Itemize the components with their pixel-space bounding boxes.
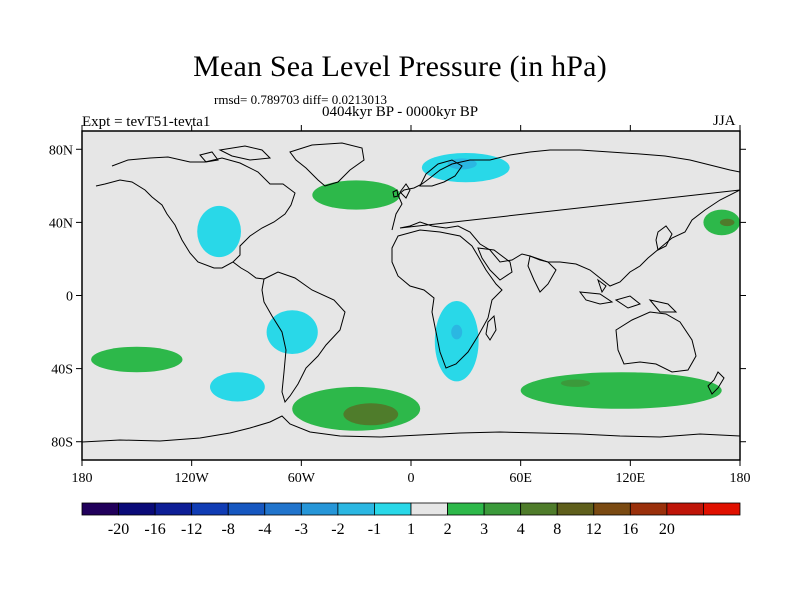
colorbar-swatch (447, 502, 485, 516)
coastline-indonesia (578, 278, 678, 313)
region-south-pacific-positive (91, 346, 183, 373)
colorbar-label: -4 (258, 521, 271, 538)
coastline-scandinavia (419, 159, 463, 187)
x-tick-label: 60W (288, 471, 316, 486)
colorbar-swatch (374, 502, 412, 516)
region-southeast-pacific-negative (210, 372, 265, 402)
colorbar-label: 2 (444, 521, 452, 538)
coastline-japan (655, 225, 673, 251)
colorbar-label: 8 (553, 521, 561, 538)
region-north-atlantic-positive (312, 180, 401, 210)
region-southern-africa-core (451, 324, 463, 340)
region-south-atlantic-core (343, 403, 399, 426)
x-tick-label: 0 (408, 471, 415, 486)
colorbar-swatch (191, 502, 229, 516)
colorbar-label: -16 (144, 521, 165, 538)
coastline-eurasia (391, 149, 740, 287)
colorbar-swatch (337, 502, 375, 516)
region-north-pacific-east-core (719, 218, 735, 227)
colorbar-swatch (520, 502, 558, 516)
colorbar-label: -12 (181, 521, 202, 538)
colorbar-swatch (154, 502, 193, 516)
colorbar-swatch (264, 502, 302, 516)
region-scandinavia-negative-core (447, 158, 477, 170)
x-tick-label: 60E (509, 471, 532, 486)
colorbar-swatch (300, 502, 339, 516)
colorbar-swatch (227, 502, 266, 516)
coastline-south-america (261, 271, 346, 404)
coastline-india (527, 255, 557, 293)
chart-title: Mean Sea Level Pressure (in hPa) (193, 50, 607, 83)
colorbar-label: 4 (517, 521, 525, 538)
season-label: JJA (713, 113, 736, 129)
y-tick-label: 0 (66, 290, 73, 305)
colorbar-swatch (703, 502, 741, 516)
colorbar-label: 3 (480, 521, 488, 538)
coastline-new-zealand (707, 371, 725, 395)
colorbar-swatch (556, 502, 595, 516)
y-tick-label: 80S (51, 436, 73, 451)
period-label: 0404kyr BP - 0000kyr BP (322, 104, 479, 120)
colorbar-label: -20 (108, 521, 129, 538)
colorbar-swatch (81, 502, 119, 516)
colorbar-swatch (593, 502, 631, 516)
x-tick-label: 180 (730, 471, 751, 486)
coastlines (82, 142, 740, 443)
colorbar-label: 1 (407, 521, 415, 538)
coastline-antarctica (82, 415, 740, 443)
coastline-central-america (232, 261, 265, 280)
coastline-africa (391, 229, 503, 369)
colorbar-swatch (118, 502, 156, 516)
experiment-label: Expt = tevT51-tevta1 (82, 114, 211, 130)
rmsd-label: rmsd= 0.789703 diff= 0.0213013 (214, 92, 387, 107)
coastline-british-isles (392, 183, 411, 199)
colorbar-swatch (629, 502, 668, 516)
region-north-america-negative (197, 205, 242, 258)
map-axes: 180 120W 60W 0 60E 120E 180 80N 40N 0 40S 80S (49, 125, 751, 486)
x-tick-label: 120W (175, 471, 210, 486)
anomaly-regions (91, 153, 740, 431)
region-indian-ocean-positive (520, 372, 722, 409)
coastline-arctic-islands (199, 145, 272, 163)
coastline-madagascar (485, 314, 497, 341)
colorbar-swatch (483, 502, 522, 516)
colorbar-label: -8 (222, 521, 235, 538)
x-tick-label: 120E (616, 471, 646, 486)
region-south-america-negative (266, 310, 318, 354)
colorbar-label: 20 (659, 521, 675, 538)
colorbar-label: 16 (622, 521, 638, 538)
coastline-north-america (95, 156, 296, 269)
colorbar-label: -2 (331, 521, 344, 538)
colorbar-swatch (666, 502, 704, 516)
y-tick-label: 40N (49, 216, 73, 231)
coastline-arabia (477, 247, 513, 281)
y-tick-label: 80N (49, 143, 73, 158)
region-southern-africa-negative (434, 301, 479, 382)
colorbar-label: -1 (368, 521, 381, 538)
colorbar-label: -3 (295, 521, 308, 538)
x-tick-label: 180 (72, 471, 93, 486)
colorbar-label: 12 (586, 521, 602, 538)
colorbar: -20 -16 -12 -8 -4 -3 -2 -1 1 2 3 4 8 12 16 20 (81, 502, 741, 538)
coastline-greenland (289, 142, 365, 187)
region-indian-ocean-core (560, 379, 591, 387)
colorbar-swatch (410, 502, 448, 516)
coastline-australia (615, 311, 697, 373)
y-tick-label: 40S (51, 363, 73, 378)
